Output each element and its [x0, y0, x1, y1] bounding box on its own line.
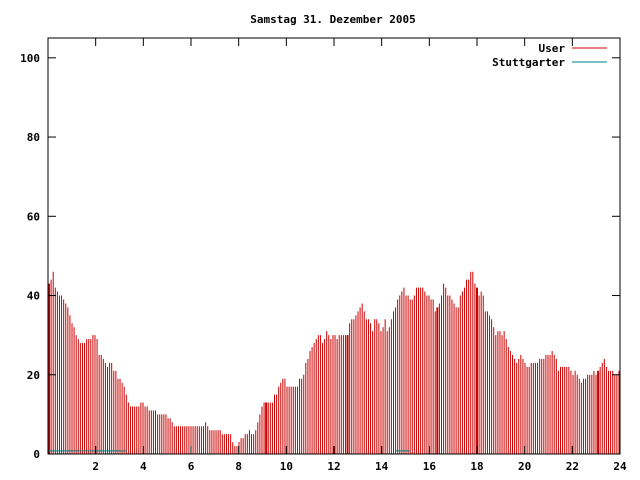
chart-title: Samstag 31. Dezember 2005	[250, 13, 416, 26]
x-tick-label: 12	[327, 460, 340, 473]
x-tick-label: 24	[613, 460, 627, 473]
y-axis-ticks: 0 20 40 60 80 100	[20, 52, 620, 461]
x-tick-label: 22	[566, 460, 579, 473]
x-tick-label: 4	[140, 460, 147, 473]
user-series-bars	[48, 271, 620, 454]
y-tick-label: 40	[27, 290, 40, 303]
x-tick-label: 16	[423, 460, 437, 473]
x-tick-label: 8	[235, 460, 242, 473]
x-axis-ticks: 2 4 6 8 10 12 14 16 18 20 22 24	[92, 38, 627, 473]
axes-frame	[47, 37, 621, 455]
legend-label-user: User	[539, 42, 566, 55]
x-tick-label: 20	[518, 460, 531, 473]
y-tick-label: 0	[33, 448, 40, 461]
y-tick-label: 80	[27, 131, 40, 144]
x-tick-label: 10	[280, 460, 293, 473]
x-tick-label: 2	[92, 460, 99, 473]
legend: User Stuttgarter	[492, 42, 607, 69]
y-tick-label: 100	[20, 52, 40, 65]
x-tick-label: 6	[188, 460, 195, 473]
y-tick-label: 20	[27, 369, 40, 382]
legend-label-stuttgarter: Stuttgarter	[492, 56, 565, 69]
x-tick-label: 14	[375, 460, 389, 473]
y-tick-label: 60	[27, 210, 40, 223]
plot-border	[47, 37, 621, 455]
x-tick-label: 18	[470, 460, 483, 473]
